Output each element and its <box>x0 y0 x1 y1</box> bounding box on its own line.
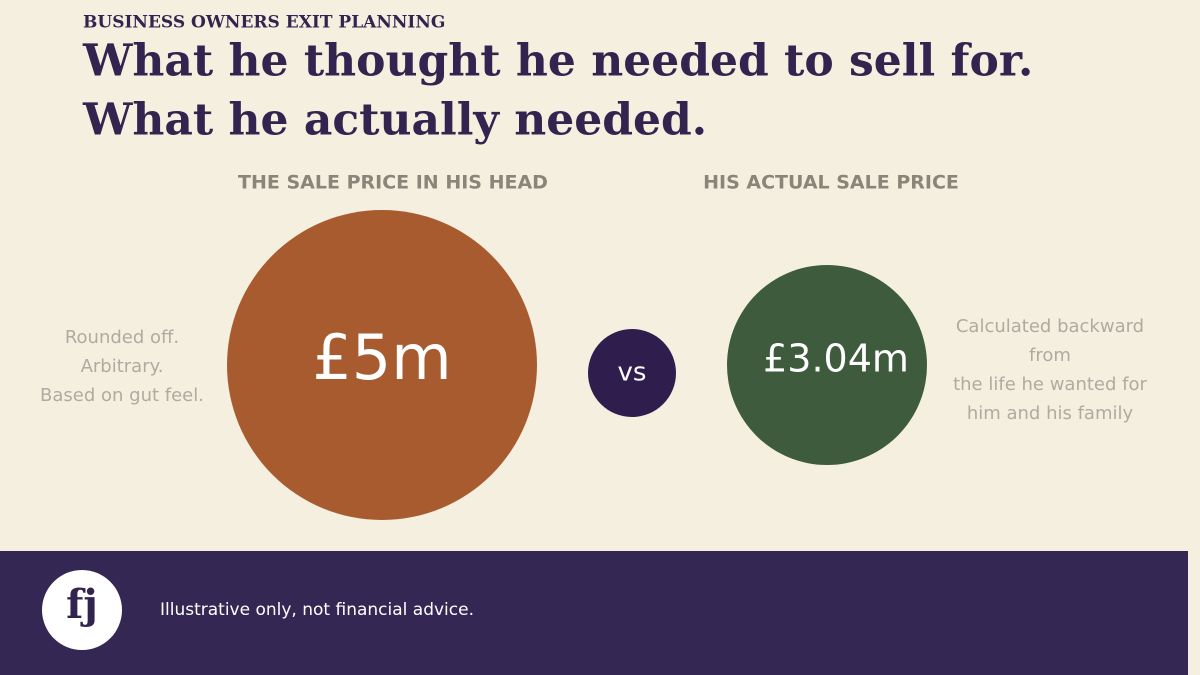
value-circle <box>227 210 537 520</box>
value: £5m <box>312 321 451 394</box>
vs: vs <box>618 358 647 388</box>
note-line: from <box>1029 345 1071 366</box>
logo-text: fj <box>66 581 98 628</box>
value-circle <box>727 265 927 465</box>
column-heading: THE SALE PRICE IN HIS HEAD <box>238 172 548 194</box>
footer <box>0 551 1188 675</box>
vs-circle <box>588 329 676 417</box>
note-line: Rounded off. <box>65 327 179 348</box>
logo <box>42 570 122 650</box>
title-line: What he thought he needed to sell for. <box>82 36 1033 87</box>
eyebrow: BUSINESS OWNERS EXIT PLANNING <box>83 13 445 33</box>
note-line: Arbitrary. <box>81 356 164 377</box>
notes: Calculated backward from the life he wante… <box>953 316 1147 424</box>
title-line: What he actually needed. <box>82 95 707 146</box>
column-heading: HIS ACTUAL SALE PRICE <box>703 172 959 194</box>
notes: Rounded off. Arbitrary. Based on gut feel. <box>40 327 204 406</box>
note-line: Based on gut feel. <box>40 385 204 406</box>
value: £3.04m <box>763 337 909 381</box>
note-line: him and his family <box>967 403 1134 424</box>
footer-note: Illustrative only, not financial advice. <box>160 600 474 620</box>
note-line: the life he wanted for <box>953 374 1147 395</box>
note-line: Calculated backward <box>956 316 1144 337</box>
